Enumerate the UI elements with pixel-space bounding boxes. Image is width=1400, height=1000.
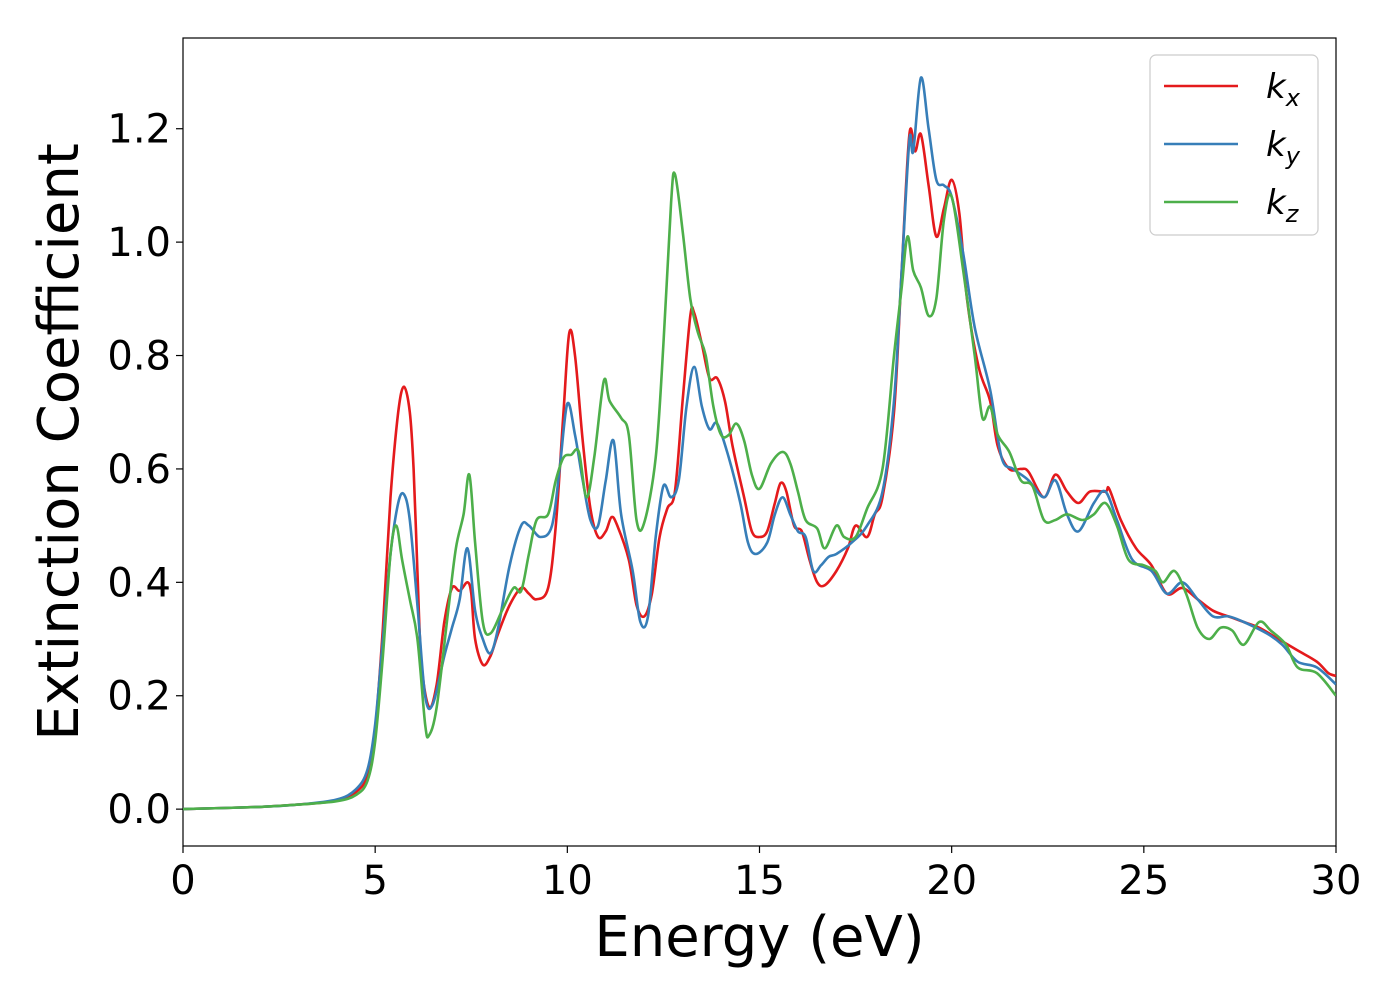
x-tick-label: 30 [1311, 858, 1362, 904]
y-tick-label: 1.2 [107, 107, 171, 153]
x-tick-label: 15 [734, 858, 785, 904]
series-line-ky [183, 76, 1336, 811]
plot-area [182, 37, 1337, 847]
y-tick-label: 0.2 [107, 674, 171, 720]
legend: kx ky kz [1149, 54, 1319, 236]
x-axis-title: Energy (eV) [594, 905, 924, 970]
y-tick-label: 0.4 [107, 560, 171, 606]
y-tick-label: 0.6 [107, 447, 171, 493]
x-tick-label: 20 [926, 858, 977, 904]
y-axis-title: Extinction Coefficient [27, 143, 92, 741]
ticks-layer: 0 5 10 15 20 25 30 0.0 0.2 0.4 0.6 0.8 1.0 1.2 [107, 107, 1361, 904]
x-tick-label: 10 [542, 858, 593, 904]
legend-label-kx: kx [1266, 67, 1301, 112]
series-line-kz [183, 171, 1336, 811]
x-tick-label: 0 [170, 858, 195, 904]
x-tick-label: 25 [1118, 858, 1169, 904]
series-layer [183, 76, 1336, 811]
x-tick-label: 5 [362, 858, 387, 904]
legend-label-kz: kz [1266, 183, 1300, 228]
y-tick-label: 1.0 [107, 220, 171, 266]
legend-label-ky: ky [1266, 125, 1301, 170]
y-tick-label: 0.8 [107, 334, 171, 380]
y-tick-label: 0.0 [107, 787, 171, 833]
